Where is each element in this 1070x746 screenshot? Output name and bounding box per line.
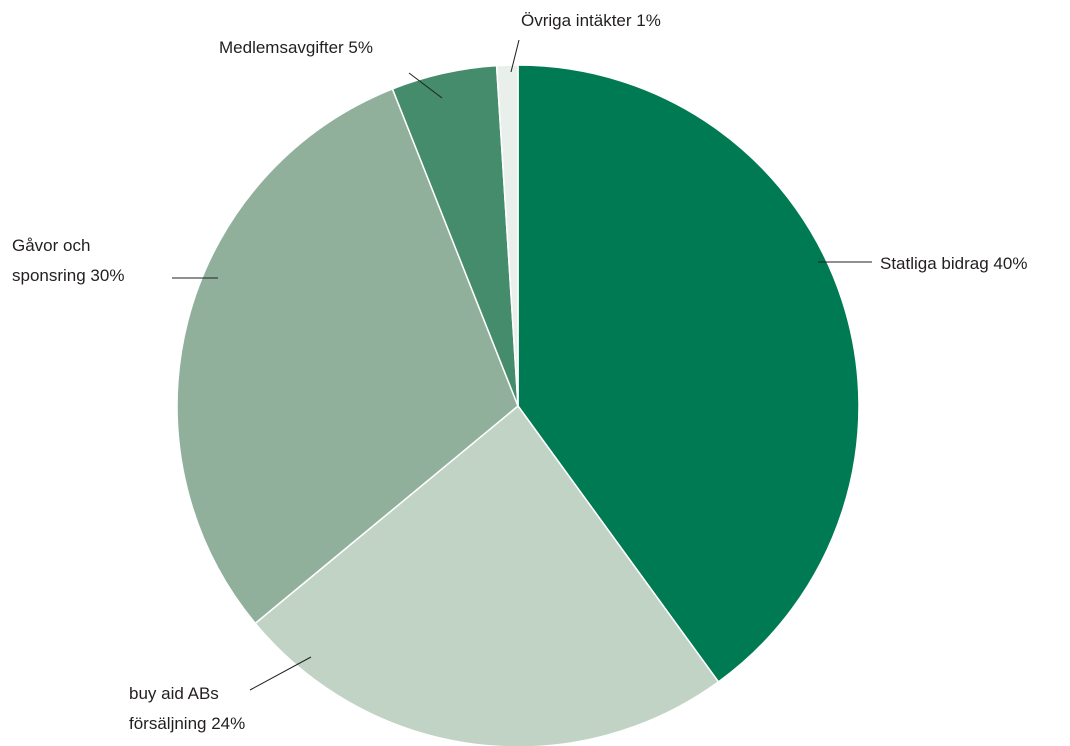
leader-medlemsavgifter <box>408 72 443 99</box>
slice-ovriga-intakter <box>495 64 519 407</box>
leader-buy-aid-ab <box>249 656 312 691</box>
slice-statliga-bidrag <box>517 64 860 683</box>
label-buy-aid-ab: buy aid ABs försäljning 24% <box>129 684 245 733</box>
slice-gavor-och-sponsring <box>176 87 519 625</box>
pie-slices <box>176 64 860 746</box>
label-statliga-bidrag: Statliga bidrag 40% <box>880 254 1027 273</box>
leader-lines <box>172 39 872 691</box>
label-ovriga-intakter: Övriga intäkter 1% <box>521 11 661 30</box>
slice-labels: Statliga bidrag 40% buy aid ABs försäljni… <box>12 11 1027 733</box>
label-gavor-och-sponsring: Gåvor och sponsring 30% <box>12 236 124 285</box>
label-medlemsavgifter: Medlemsavgifter 5% <box>219 38 373 57</box>
leader-ovriga-intakter <box>510 39 520 73</box>
slice-buy-aid-ab <box>254 404 720 746</box>
